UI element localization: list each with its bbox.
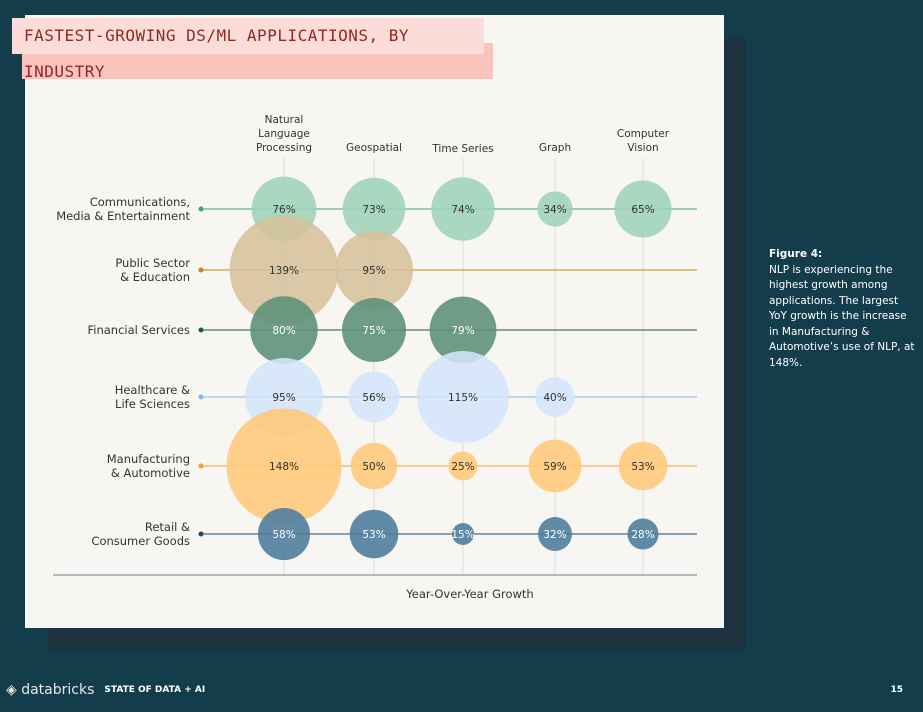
bubble bbox=[335, 231, 413, 309]
bubble bbox=[618, 441, 668, 491]
bubble-label: 15% bbox=[451, 529, 474, 541]
bubble-label: 34% bbox=[543, 204, 566, 216]
bubble-label: 25% bbox=[451, 461, 474, 473]
bubble bbox=[431, 177, 495, 241]
databricks-logo: ◈ databricks bbox=[6, 682, 95, 698]
column-label: Graph bbox=[539, 142, 571, 154]
bubble-label: 95% bbox=[362, 265, 385, 277]
bubble-label: 58% bbox=[272, 529, 295, 541]
bubble-label: 53% bbox=[362, 529, 385, 541]
bubble-label: 139% bbox=[269, 265, 299, 277]
bubble-label: 95% bbox=[272, 392, 295, 404]
bubble-label: 28% bbox=[631, 529, 654, 541]
column-label: Time Series bbox=[431, 143, 493, 155]
bubble bbox=[538, 517, 572, 551]
bubble bbox=[349, 509, 399, 559]
bubble-label: 148% bbox=[269, 461, 299, 473]
bubble bbox=[627, 518, 659, 550]
caption-heading: Figure 4: bbox=[769, 248, 823, 260]
footer-subtitle: STATE OF DATA + AI bbox=[104, 685, 206, 695]
bubble bbox=[429, 296, 497, 364]
row-marker bbox=[198, 206, 204, 212]
bubble-label: 40% bbox=[543, 392, 566, 404]
bubble-label: 73% bbox=[362, 204, 385, 216]
row-label: Retail & Consumer Goods bbox=[91, 520, 190, 548]
bubble-label: 50% bbox=[362, 461, 385, 473]
bubble bbox=[537, 191, 573, 227]
bubble bbox=[417, 351, 509, 443]
bubble-label: 75% bbox=[362, 325, 385, 337]
row-label: Financial Services bbox=[87, 323, 190, 337]
row-label: Healthcare & Life Sciences bbox=[115, 383, 190, 411]
bubble bbox=[257, 507, 311, 561]
caption-text: NLP is experiencing the highest growth a… bbox=[769, 263, 915, 369]
row-marker bbox=[198, 394, 204, 400]
bubble bbox=[535, 377, 575, 417]
bubble bbox=[614, 180, 672, 238]
row-marker bbox=[198, 327, 204, 333]
row-marker bbox=[198, 463, 204, 469]
bubble-label: 76% bbox=[272, 204, 295, 216]
column-label: Geospatial bbox=[346, 142, 402, 154]
row-label: Communications, Media & Entertainment bbox=[56, 195, 190, 223]
column-label: Computer Vision bbox=[617, 128, 670, 154]
chart-title: FASTEST-GROWING DS/ML APPLICATIONS, BY I… bbox=[12, 18, 484, 81]
bubble-label: 79% bbox=[451, 325, 474, 337]
page-number: 15 bbox=[890, 685, 903, 695]
bubble-label: 53% bbox=[631, 461, 654, 473]
bubble bbox=[342, 177, 406, 241]
bubble bbox=[452, 523, 474, 545]
bubble-label: 74% bbox=[451, 204, 474, 216]
bubble-label: 56% bbox=[362, 392, 385, 404]
footer: ◈ databricks STATE OF DATA + AI bbox=[6, 682, 205, 698]
bubble bbox=[528, 439, 582, 493]
bubble bbox=[448, 451, 478, 481]
bubble-label: 65% bbox=[631, 204, 654, 216]
bubble bbox=[229, 215, 339, 325]
figure-caption: Figure 4: NLP is experiencing the highes… bbox=[769, 247, 919, 371]
bubble bbox=[348, 371, 400, 423]
bubble bbox=[250, 296, 318, 364]
row-label: Public Sector & Education bbox=[115, 256, 190, 284]
bubble-label: 115% bbox=[448, 392, 478, 404]
column-label: Natural Language Processing bbox=[256, 114, 312, 154]
bubble-label: 32% bbox=[543, 529, 566, 541]
row-label: Manufacturing & Automotive bbox=[107, 452, 190, 480]
row-marker bbox=[198, 531, 204, 537]
bubble bbox=[342, 298, 406, 362]
bubble bbox=[350, 442, 398, 490]
bubble bbox=[226, 408, 342, 524]
x-axis-label: Year-Over-Year Growth bbox=[405, 587, 533, 601]
row-marker bbox=[198, 267, 204, 273]
bubble-label: 80% bbox=[272, 325, 295, 337]
bubble-label: 59% bbox=[543, 461, 566, 473]
